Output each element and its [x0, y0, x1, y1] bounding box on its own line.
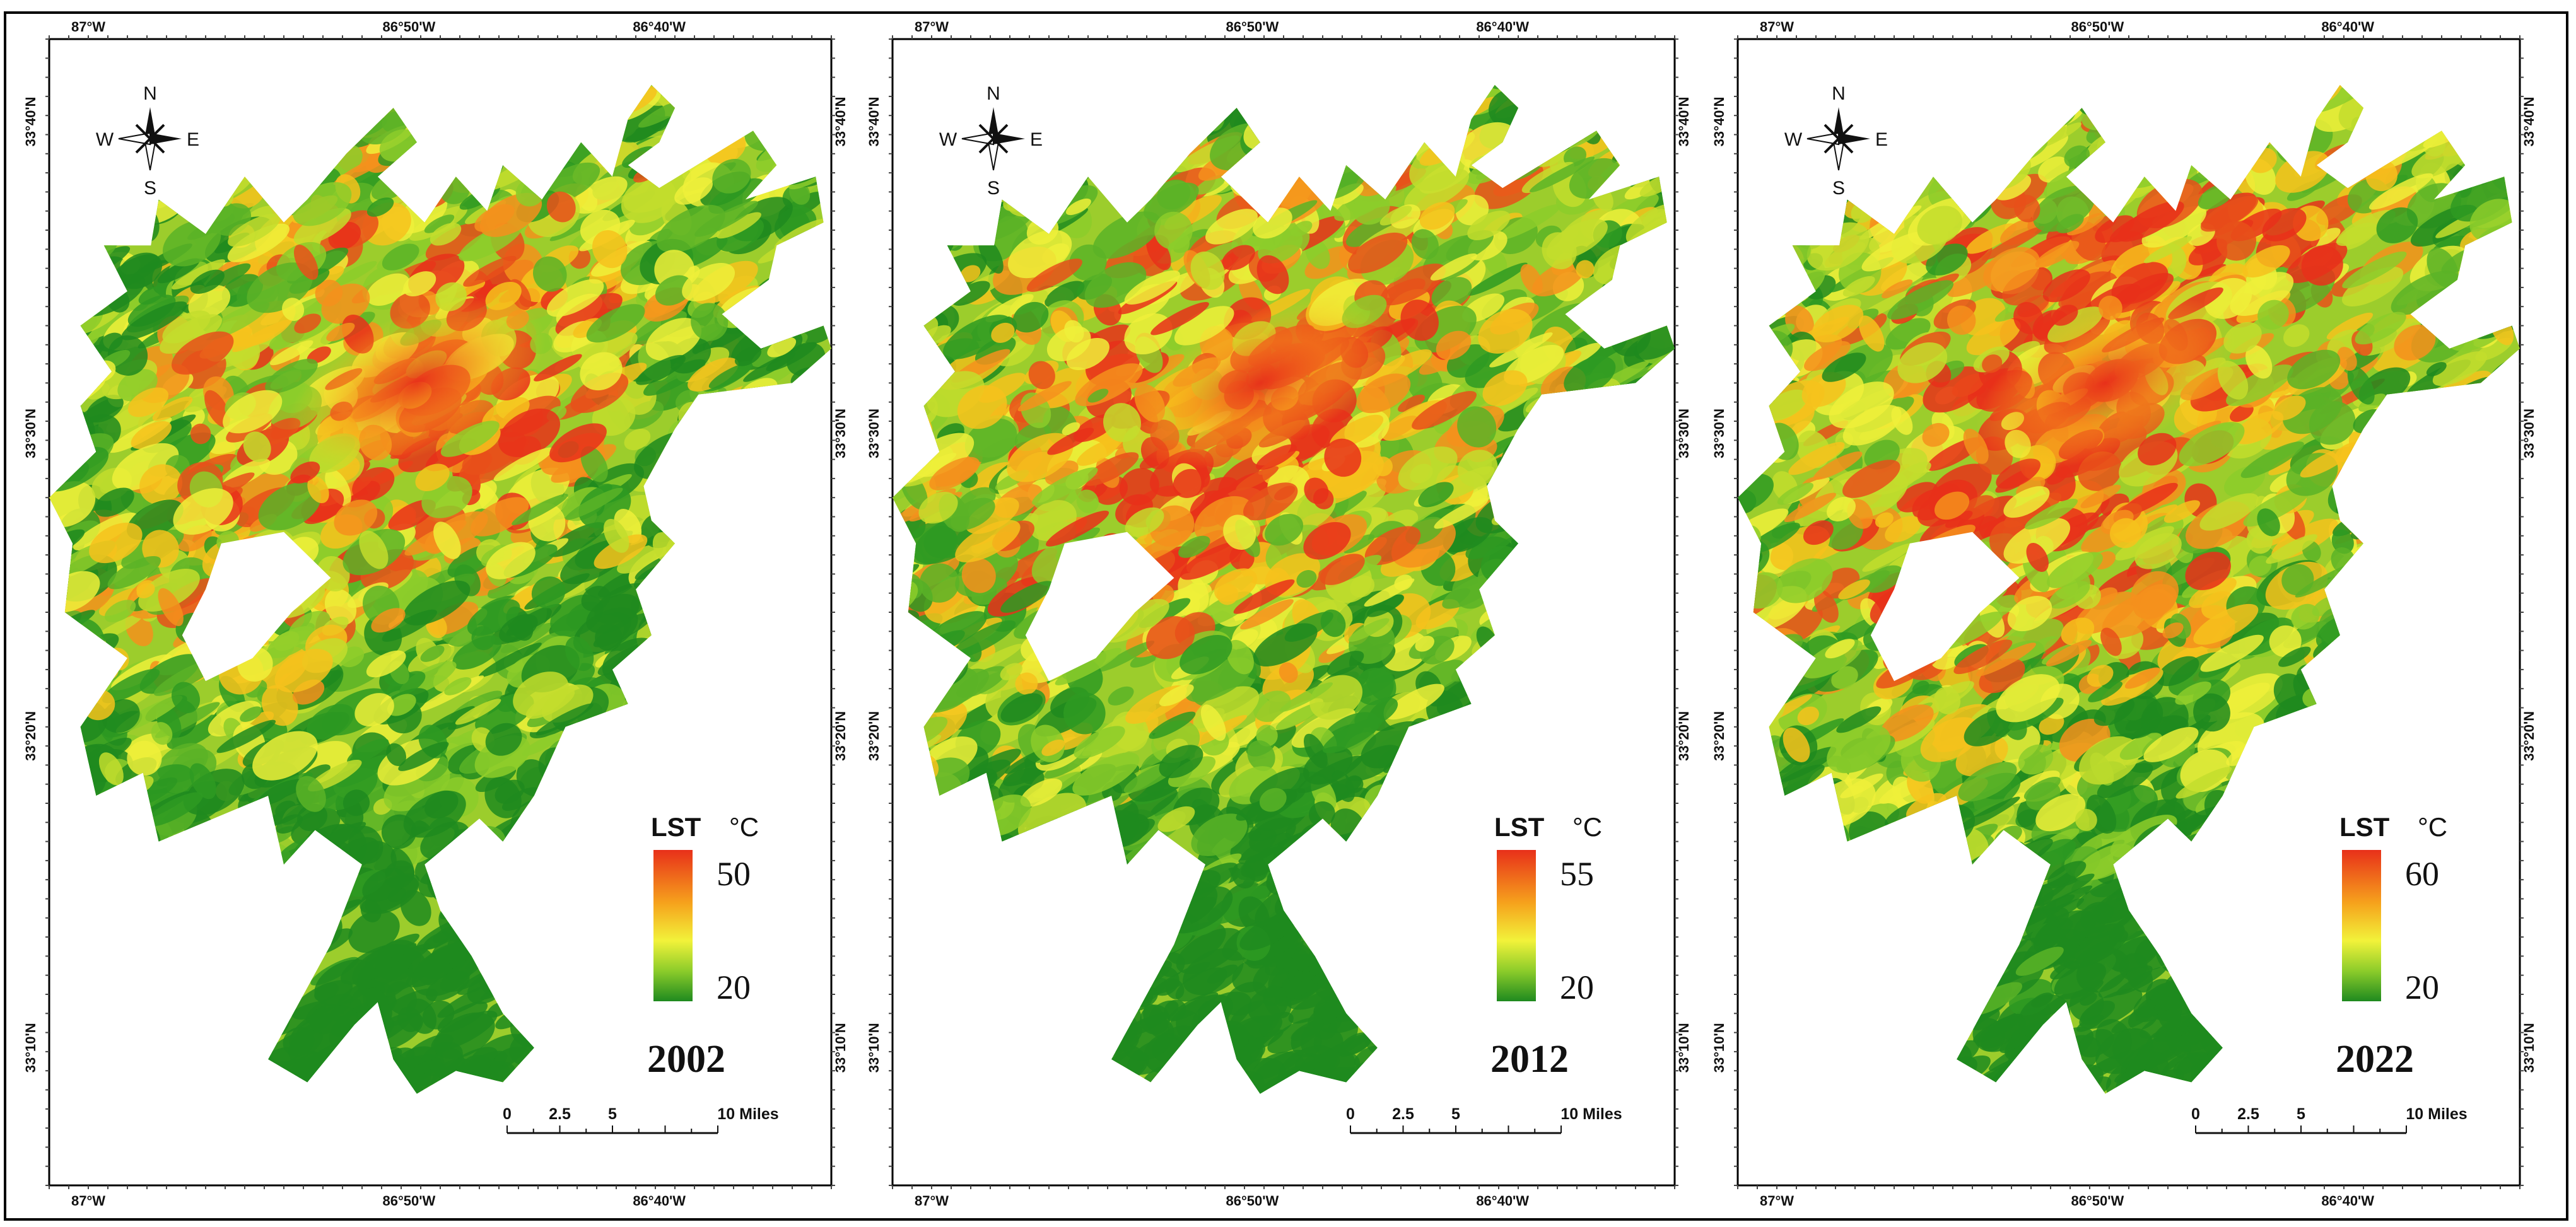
figure-frame	[4, 11, 2568, 1221]
